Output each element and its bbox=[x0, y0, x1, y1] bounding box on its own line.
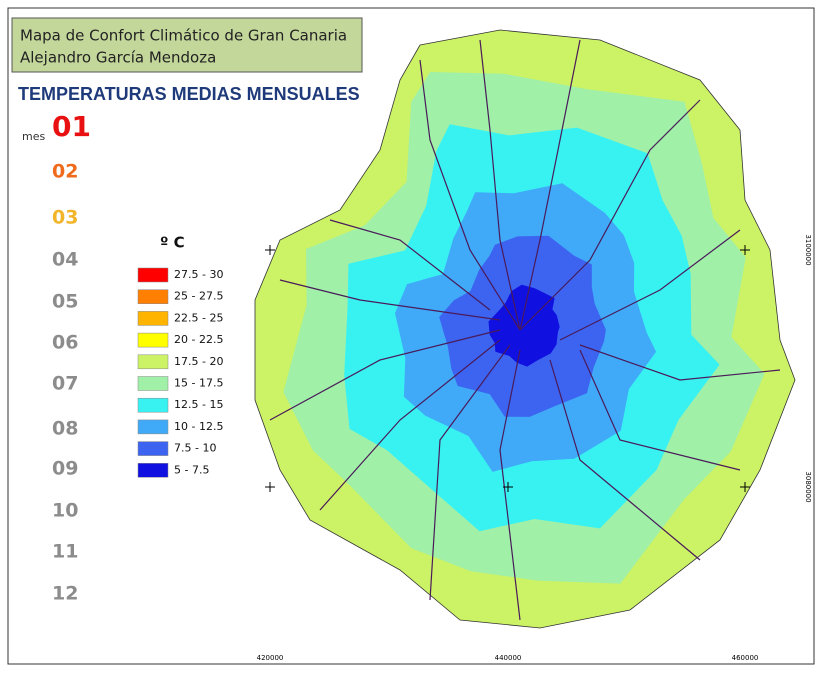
month-label: 11 bbox=[52, 541, 78, 563]
legend-swatch bbox=[137, 441, 169, 456]
x-coordinate: 460000 bbox=[732, 654, 759, 662]
month-label: 06 bbox=[52, 332, 78, 354]
legend-label: 12.5 - 15 bbox=[174, 398, 223, 411]
y-coordinate: 3080000 bbox=[804, 471, 812, 502]
island bbox=[254, 29, 796, 629]
legend-swatch bbox=[137, 354, 169, 370]
legend-label: 25 - 27.5 bbox=[174, 290, 223, 303]
legend-swatch bbox=[137, 463, 169, 478]
x-coordinate: 440000 bbox=[495, 654, 522, 662]
title-box bbox=[11, 17, 363, 73]
legend-swatch bbox=[137, 267, 169, 283]
legend-swatch bbox=[137, 376, 169, 391]
legend-title: º C bbox=[160, 234, 185, 252]
legend-label: 27.5 - 30 bbox=[174, 268, 223, 281]
month-label: 12 bbox=[52, 583, 78, 605]
y-coordinate: 3100000 bbox=[804, 234, 812, 265]
month-label: 03 bbox=[52, 207, 78, 229]
legend-label: 5 - 7.5 bbox=[174, 463, 209, 476]
grid-crosses bbox=[265, 245, 750, 492]
month-prefix: mes bbox=[22, 130, 45, 143]
legend-swatch bbox=[137, 419, 169, 435]
legend-label: 15 - 17.5 bbox=[174, 377, 223, 390]
month-label: 09 bbox=[52, 458, 78, 480]
author: Alejandro García Mendoza bbox=[20, 49, 216, 67]
legend-label: 7.5 - 10 bbox=[174, 442, 216, 455]
legend-label: 22.5 - 25 bbox=[174, 311, 223, 324]
legend-label: 10 - 12.5 bbox=[174, 420, 223, 433]
month-label: 05 bbox=[52, 291, 78, 313]
legend-swatch bbox=[137, 397, 169, 413]
month-label: 07 bbox=[52, 373, 78, 395]
month-label: 01 bbox=[52, 110, 91, 143]
legend-label: 17.5 - 20 bbox=[174, 355, 223, 368]
title: Mapa de Confort Climático de Gran Canari… bbox=[20, 27, 347, 45]
legend-swatch bbox=[137, 332, 169, 348]
legend-label: 20 - 22.5 bbox=[174, 333, 223, 346]
heading: TEMPERATURAS MEDIAS MENSUALES bbox=[18, 84, 360, 104]
x-coordinate: 420000 bbox=[257, 654, 284, 662]
legend-swatch bbox=[137, 289, 169, 304]
month-label: 02 bbox=[52, 161, 78, 183]
ravines bbox=[269, 39, 781, 621]
month-label: 04 bbox=[52, 249, 78, 271]
month-label: 10 bbox=[52, 500, 78, 522]
month-label: 08 bbox=[52, 418, 78, 440]
legend-swatch bbox=[137, 311, 169, 326]
